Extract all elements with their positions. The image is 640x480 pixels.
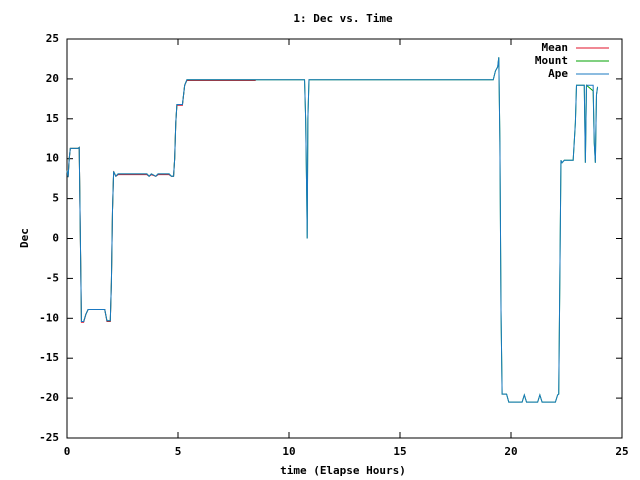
x-tick-label: 20 <box>504 445 517 458</box>
x-tick-label: 15 <box>393 445 406 458</box>
y-axis-label: Dec <box>18 228 31 248</box>
legend-label: Mount <box>535 54 568 67</box>
x-tick-label: 0 <box>64 445 71 458</box>
chart-title: 1: Dec vs. Time <box>293 12 393 25</box>
y-tick-label: -15 <box>39 351 59 364</box>
x-axis-label: time (Elapse Hours) <box>280 464 406 477</box>
y-tick-label: 20 <box>46 72 59 85</box>
x-tick-label: 5 <box>175 445 182 458</box>
y-tick-label: 5 <box>52 192 59 205</box>
legend-label: Ape <box>548 67 568 80</box>
y-tick-label: -5 <box>46 271 59 284</box>
y-tick-label: -10 <box>39 311 59 324</box>
legend-label: Mean <box>542 41 569 54</box>
y-tick-label: -20 <box>39 391 59 404</box>
y-tick-label: 25 <box>46 32 59 45</box>
y-tick-label: 15 <box>46 112 59 125</box>
y-tick-label: 10 <box>46 152 59 165</box>
series-line <box>66 57 599 403</box>
x-tick-label: 10 <box>282 445 295 458</box>
x-tick-label: 25 <box>615 445 628 458</box>
y-tick-label: -25 <box>39 431 59 444</box>
y-tick-label: 0 <box>52 232 59 245</box>
